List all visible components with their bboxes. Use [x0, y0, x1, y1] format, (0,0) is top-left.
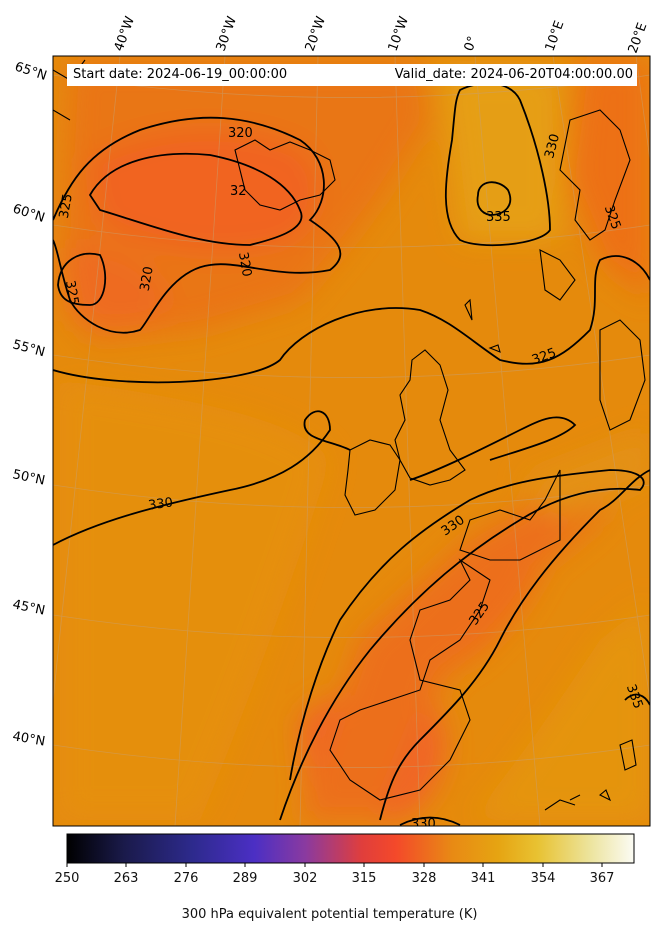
- contour-label: 330: [147, 495, 174, 513]
- lat-label: 60°N: [11, 202, 47, 226]
- colorbar-ticks: [66, 863, 603, 867]
- valid-date-label: Valid_date: 2024-06-20T04:00:00.00: [394, 67, 633, 82]
- contour-label: 320: [228, 126, 253, 141]
- colorbar: [66, 833, 635, 864]
- lon-label: 10°W: [386, 14, 412, 53]
- contour-label: 32: [230, 184, 247, 199]
- colorbar-tick-label: 302: [292, 871, 318, 886]
- lat-label: 50°N: [11, 467, 46, 488]
- colorbar-title: 300 hPa equivalent potential temperature…: [181, 907, 478, 922]
- colorbar-tick-label: 367: [589, 871, 615, 886]
- colorbar-tick-label: 328: [411, 871, 437, 886]
- graticule: [53, 56, 650, 826]
- contour-label: 330: [411, 817, 436, 832]
- lon-label: 10°E: [543, 19, 568, 54]
- colorbar-tick-label: 354: [530, 871, 556, 886]
- contour-label: 330: [542, 132, 563, 160]
- contour-label: 320: [235, 251, 254, 278]
- colorbar-tick-label: 341: [470, 871, 496, 886]
- lon-label: 0°: [462, 34, 481, 53]
- colorbar-tick-label: 315: [351, 871, 377, 886]
- lon-label: 40°W: [112, 14, 138, 53]
- colorbar-tick-label: 250: [54, 871, 80, 886]
- lat-label: 40°N: [11, 729, 46, 749]
- start-date-box: Start date: 2024-06-19_00:00:00: [67, 64, 366, 86]
- lat-label: 65°N: [13, 60, 49, 84]
- lon-label: 30°W: [214, 14, 240, 53]
- temperature-field: 320 320 32 320 325 325 330 335 330 325 3…: [53, 56, 650, 832]
- lon-labels: 40°W 30°W 20°W 10°W 0° 10°E 20°E: [112, 14, 651, 55]
- lat-label: 45°N: [11, 597, 46, 618]
- contour-label: 325: [57, 193, 76, 220]
- colorbar-tick-label: 263: [113, 871, 139, 886]
- lon-label: 20°E: [626, 21, 651, 56]
- lat-label: 55°N: [11, 337, 47, 360]
- contour-label: 325: [62, 279, 81, 306]
- map-frame: [52, 55, 651, 827]
- colorbar-tick-label: 276: [173, 871, 199, 886]
- start-date-label: Start date: 2024-06-19_00:00:00: [73, 67, 288, 82]
- contour-label: 320: [138, 265, 157, 292]
- lat-labels: 65°N 60°N 55°N 50°N 45°N 40°N: [11, 60, 49, 750]
- colorbar-tick-label: 289: [232, 871, 258, 886]
- contour-lines: [53, 82, 650, 826]
- valid-date-box: Valid_date: 2024-06-20T04:00:00.00: [360, 64, 637, 86]
- lon-label: 20°W: [303, 14, 329, 53]
- contour-label: 335: [486, 210, 511, 225]
